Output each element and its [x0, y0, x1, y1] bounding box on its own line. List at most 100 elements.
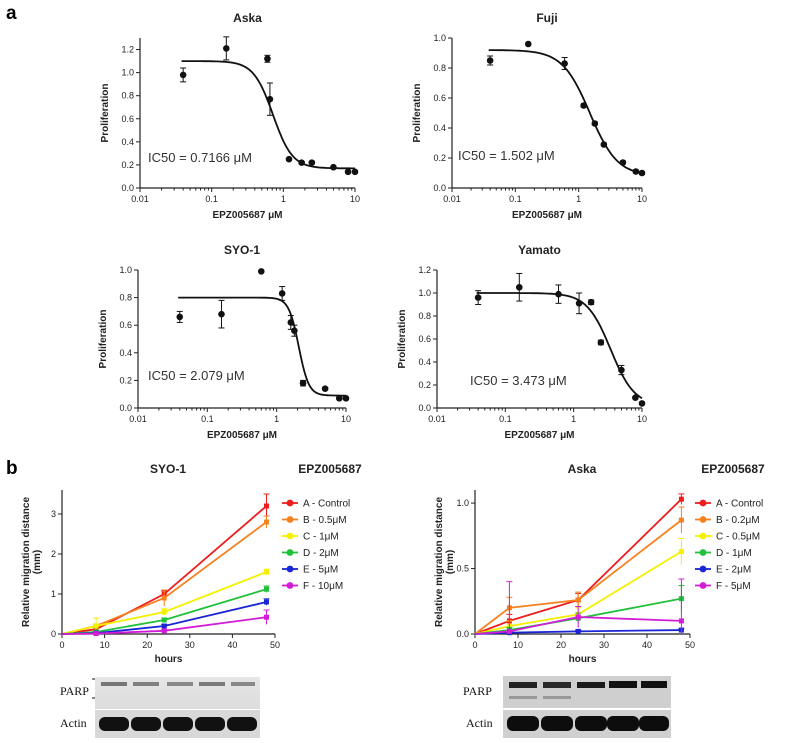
- b1-data-point: [93, 623, 99, 629]
- a4-data-point: [515, 283, 523, 291]
- a3-xlabel: EPZ005687 μM: [207, 430, 277, 441]
- a1-title: Aska: [233, 11, 262, 25]
- panel-label-b: b: [6, 458, 18, 479]
- b1-legend-swatch-marker: [286, 499, 294, 507]
- b1-xtick-label: 0: [59, 640, 64, 650]
- b2-data-point: [678, 496, 684, 502]
- a3-data-point: [299, 379, 307, 387]
- a1-data-point: [308, 159, 316, 166]
- b1-xtick-label: 40: [227, 640, 237, 650]
- a3-ytick-label: 0.8: [119, 293, 132, 303]
- b2-legend-swatch-marker: [699, 565, 707, 573]
- blot-left-actin-bands: [95, 710, 260, 738]
- b1-ylabel-line1: Relative migration distance: [21, 497, 32, 627]
- b1-legend-swatch-marker: [286, 582, 294, 589]
- blot-right-parp-bands: [503, 676, 671, 708]
- b1-xtick-label: 20: [142, 640, 152, 650]
- a4-data-point: [638, 400, 646, 407]
- a1-fit-curve: [181, 60, 355, 170]
- a4-xtick-label: 0.01: [428, 414, 446, 424]
- b1-data-point: [161, 628, 167, 634]
- a4-ytick-label: 0.4: [418, 357, 431, 367]
- a3-data-point: [335, 395, 343, 402]
- a2-ytick-label: 1.0: [433, 33, 446, 43]
- b2-legend-swatch-marker: [699, 516, 707, 523]
- b2-legend-label: E - 2μM: [716, 565, 751, 576]
- b2-data-point: [575, 628, 581, 634]
- a1-data-point: [298, 159, 305, 166]
- b1-legend-swatch-marker: [286, 532, 294, 540]
- a4-ylabel: Proliferation: [397, 310, 408, 369]
- b2-xtick-label: 30: [599, 640, 609, 650]
- blot-left-parp-label: PARP: [60, 684, 89, 698]
- b1-data-point: [263, 503, 269, 509]
- a1-data-point: [222, 45, 230, 52]
- b1-ytick-label: 0: [51, 629, 56, 639]
- b2-ylabel-line2: (mm): [445, 550, 456, 574]
- b2-ytick-label: 0.5: [456, 564, 469, 574]
- b1-xtick-label: 50: [270, 640, 280, 650]
- a4-data-point: [555, 290, 562, 298]
- b1-xlabel: hours: [155, 654, 183, 665]
- a2-ytick-label: 0.6: [433, 93, 446, 103]
- a1-data-point: [344, 168, 352, 176]
- b2-legend-swatch-marker: [699, 532, 707, 540]
- a1-xtick-label: 0.01: [131, 194, 149, 204]
- a4-xlabel: EPZ005687 μM: [504, 430, 574, 441]
- a1-xtick-label: 0.1: [205, 194, 218, 204]
- a4-ytick-label: 1.2: [418, 265, 431, 275]
- a3-xtick-label: 0.1: [201, 414, 214, 424]
- a4-ytick-label: 1.0: [418, 288, 431, 298]
- b2-data-point: [678, 517, 684, 523]
- a4-xtick-label: 10: [637, 414, 647, 424]
- a3-data-point: [176, 313, 184, 321]
- a3-data-point: [287, 319, 295, 326]
- a1-ytick-label: 0.2: [121, 160, 134, 170]
- a2-ic50-annotation: IC50 = 1.502 μM: [458, 148, 555, 163]
- a3-data-point: [291, 327, 298, 335]
- b1-legend-swatch-marker: [286, 549, 294, 556]
- b2-ytick-label: 1.0: [456, 498, 469, 508]
- a3-ytick-label: 0.0: [119, 403, 132, 413]
- a3-ic50-annotation: IC50 = 2.079 μM: [148, 368, 245, 383]
- a3-data-point: [218, 310, 225, 318]
- b1-data-point: [161, 617, 167, 623]
- b1-data-point: [161, 595, 167, 601]
- b2-series-line: [474, 550, 682, 635]
- a3-ytick-label: 1.0: [119, 265, 132, 275]
- a2-xtick-label: 0.1: [509, 194, 522, 204]
- b2-xtick-label: 0: [472, 640, 477, 650]
- b2-xlabel: hours: [569, 654, 597, 665]
- b1-ytick-label: 1: [51, 589, 56, 599]
- b1-title: SYO-1: [150, 462, 186, 476]
- a2-ytick-label: 0.0: [433, 183, 446, 193]
- b1-data-point: [263, 519, 269, 525]
- a2-fit-curve: [488, 49, 643, 175]
- a4-xtick-label: 1: [571, 414, 576, 424]
- a4-ic50-annotation: IC50 = 3.473 μM: [470, 373, 567, 388]
- b2-legend-swatch-marker: [699, 549, 707, 556]
- a3-xtick-label: 1: [274, 414, 279, 424]
- a1-data-point: [266, 95, 274, 103]
- a2-data-point: [638, 169, 646, 177]
- b2-legend-swatch-marker: [699, 582, 707, 589]
- b1-series-line: [61, 521, 268, 635]
- a2-title: Fuji: [536, 11, 557, 25]
- a3-ylabel: Proliferation: [98, 310, 109, 369]
- a2-data-point: [591, 120, 599, 127]
- b2-data-point: [506, 628, 512, 634]
- a4-data-point: [575, 300, 583, 307]
- b1-data-point: [263, 599, 269, 605]
- a3-ytick-label: 0.2: [119, 375, 132, 385]
- b2-series-line: [474, 616, 682, 635]
- a1-xlabel: EPZ005687 μM: [212, 210, 282, 221]
- b1-data-point: [161, 623, 167, 629]
- b1-legend-swatch-marker: [286, 565, 294, 573]
- a3-xtick-label: 0.01: [129, 414, 147, 424]
- b2-data-point: [678, 618, 684, 624]
- a4-title: Yamato: [518, 243, 561, 257]
- a1-data-point: [179, 71, 187, 79]
- b1-ytick-label: 2: [51, 549, 56, 559]
- b2-legend-swatch-marker: [699, 499, 707, 507]
